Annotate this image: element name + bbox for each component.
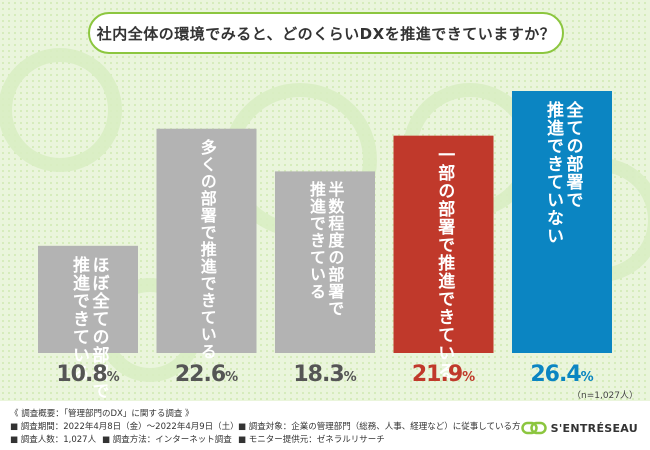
survey-respondents: ■ 調査人数：1,027人 (10, 435, 97, 445)
value-unit: % (462, 370, 476, 385)
survey-method: ■ 調査方法：インターネット調査 (102, 435, 232, 445)
link-icon (520, 421, 547, 435)
bar-label-line: 推進できていない (543, 101, 563, 245)
bar-label-5: 全ての部署で 推進できていない (542, 101, 583, 245)
survey-target: ■ 調査対象：企業の管理部門（総務、人事、経理など）に従事している方 (238, 422, 521, 432)
bar-label-line: 多くの部署で推進できている (197, 138, 217, 360)
survey-overview: 《 調査概要：「管理部門のDX」に関する調査 》 (10, 409, 194, 419)
value-number: 18.3 (293, 362, 344, 387)
bar-label-line: 推進できている (69, 255, 89, 382)
bar-1 (38, 245, 138, 353)
sample-size-note: （n=1,027人） (571, 391, 638, 401)
bar-label-line: ほぼ全ての部署で (88, 255, 109, 400)
logo-text: S'ENTRÉSEAU (550, 421, 638, 435)
footer: 《 調査概要：「管理部門のDX」に関する調査 》 ■ 調査期間：2022年4月8… (0, 401, 650, 450)
value-number: 22.6 (174, 362, 226, 387)
value-unit: % (106, 370, 120, 385)
value-label-1: 10.8% (28, 362, 148, 387)
value-label-3: 18.3% (265, 362, 385, 387)
value-label-2: 22.6% (147, 362, 267, 387)
bar-2 (156, 128, 257, 353)
bar-chart (38, 91, 612, 353)
survey-period: ■ 調査期間：2022年4月8日（金）～2022年4月9日（土） (10, 422, 239, 432)
bar-5 (512, 91, 612, 353)
value-label-4: 21.9% (384, 362, 504, 387)
value-number: 26.4 (530, 362, 581, 387)
value-unit: % (343, 370, 357, 385)
value-number: 10.8 (56, 362, 107, 387)
value-unit: % (225, 370, 239, 385)
value-label-5: 26.4% (502, 362, 622, 387)
bar-label-line: 推進できている (307, 181, 326, 301)
value-number: 21.9 (411, 362, 463, 387)
chart-title: 社内全体の環境でみると、どのくらいDXを推進できていますか？ (88, 12, 564, 54)
bar-3 (275, 171, 375, 353)
bar-label-1: ほぼ全ての部署で 推進できている (68, 255, 109, 400)
survey-provider: ■ モニター提供元：ゼネラルリサーチ (238, 435, 385, 445)
bar-4 (393, 135, 494, 353)
value-unit: % (580, 370, 594, 385)
bar-label-line: 全ての部署で (562, 101, 583, 209)
bar-label-3: 半数程度の部署で 推進できている (307, 181, 344, 317)
bar-label-2: 多くの部署で推進できている (197, 138, 217, 360)
bar-label-line: 半数程度の部署で (325, 181, 345, 318)
bar-label-line: 一部の部署で推進できている (434, 145, 455, 380)
brand-logo: S'ENTRÉSEAU (520, 420, 638, 436)
bar-label-4: 一部の部署で推進できている (434, 146, 454, 380)
